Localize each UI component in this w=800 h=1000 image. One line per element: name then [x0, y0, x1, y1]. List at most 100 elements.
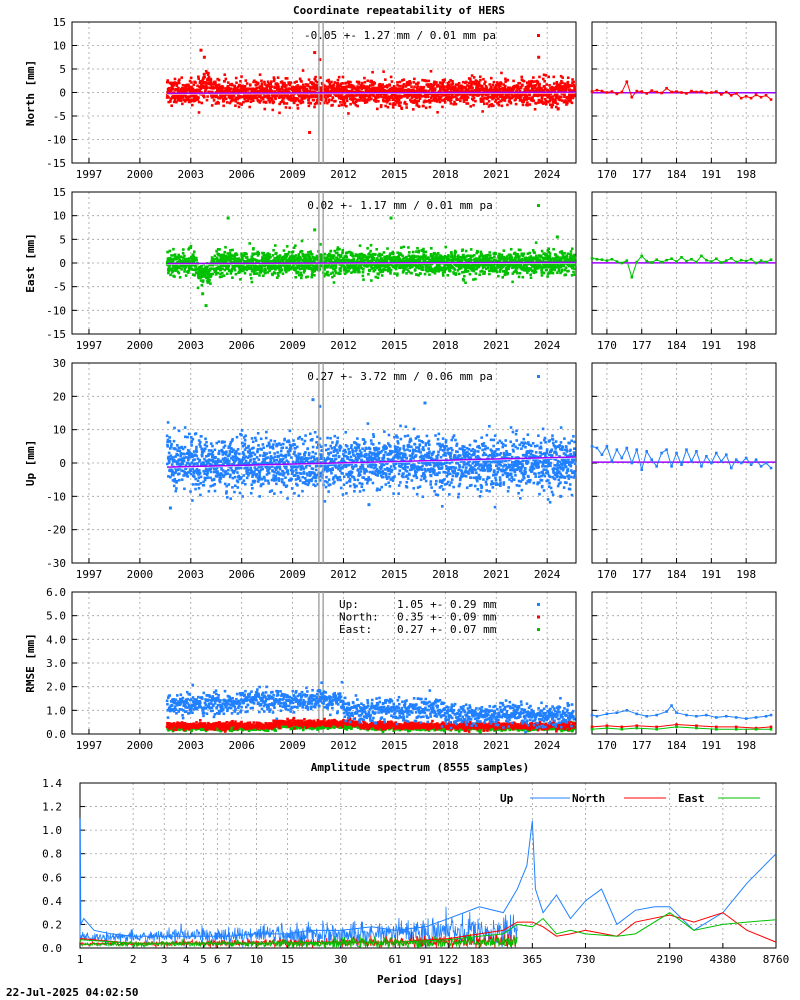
north-point — [467, 81, 471, 85]
east-point — [273, 261, 276, 264]
north-point — [260, 79, 263, 83]
east-point — [358, 256, 362, 260]
north-point — [325, 79, 329, 83]
north-point — [384, 94, 388, 97]
east-point — [233, 260, 236, 263]
north-point — [486, 95, 490, 98]
north-point — [300, 98, 304, 102]
north-point — [532, 76, 535, 79]
north-point — [258, 73, 262, 76]
north-point — [471, 89, 474, 92]
north-point — [357, 82, 360, 85]
north-point — [555, 93, 559, 97]
north-point — [166, 79, 170, 82]
north-point — [562, 88, 565, 92]
east-point — [293, 266, 297, 269]
east-point — [368, 260, 372, 264]
east-point — [413, 268, 417, 271]
north-point — [352, 85, 356, 89]
north-point — [206, 95, 209, 98]
east-point — [201, 279, 205, 282]
east-point — [393, 272, 396, 275]
north-point — [383, 88, 386, 92]
east-point — [215, 256, 219, 260]
north-point — [251, 95, 255, 99]
north-point — [405, 106, 408, 109]
north-point — [263, 107, 267, 111]
east-point — [342, 260, 346, 264]
north-point — [393, 96, 396, 99]
north-point — [508, 86, 512, 90]
east-point — [309, 250, 312, 253]
east-point — [176, 265, 179, 268]
north-point — [481, 110, 484, 113]
east-point — [335, 251, 339, 255]
east-point — [174, 255, 177, 259]
north-point — [188, 95, 192, 98]
east-point — [333, 274, 336, 277]
north-point — [249, 83, 252, 86]
east-point — [347, 269, 350, 273]
north-recent-point-15 — [665, 86, 668, 90]
north-xtick-label-7: 2018 — [432, 168, 459, 181]
north-point — [559, 89, 563, 93]
north-point — [245, 82, 249, 85]
north-point — [492, 80, 496, 84]
north-point — [209, 81, 213, 84]
east-point — [446, 273, 450, 277]
east-point — [374, 259, 378, 263]
north-point — [497, 100, 501, 104]
north-point — [215, 93, 218, 97]
north-recent-line — [591, 80, 772, 100]
east-point — [226, 259, 229, 262]
north-point — [255, 86, 259, 90]
north-point — [566, 101, 569, 105]
east-point — [250, 255, 254, 258]
north-point — [344, 94, 348, 98]
north-point — [305, 88, 309, 91]
east-point — [240, 252, 243, 256]
east-point — [180, 267, 183, 271]
north-point — [340, 97, 343, 101]
east-point — [307, 253, 311, 257]
north-point — [327, 100, 331, 103]
north-point — [423, 99, 427, 103]
north-point — [425, 79, 428, 83]
east-point — [353, 266, 357, 270]
east-point — [388, 254, 392, 257]
east-point — [251, 257, 255, 261]
north-point — [345, 88, 348, 92]
north-frame — [71, 21, 577, 164]
north-point — [412, 101, 416, 104]
east-point — [225, 272, 229, 276]
north-ytick-label-2: 5 — [59, 63, 66, 76]
north-point — [245, 95, 248, 99]
north-point — [424, 89, 428, 93]
east-point — [254, 272, 257, 275]
north-point — [528, 84, 532, 88]
north-point — [216, 87, 220, 90]
north-point — [396, 81, 399, 84]
east-point — [249, 273, 252, 276]
east-point — [250, 269, 254, 273]
east-point — [489, 254, 492, 257]
north-ytick-label-5: -10 — [46, 134, 66, 147]
north-point — [466, 96, 470, 99]
north-point — [234, 76, 238, 80]
north-point — [264, 101, 268, 104]
east-point — [367, 272, 370, 276]
east-point — [381, 270, 384, 273]
north-point — [446, 89, 449, 93]
north-ytick-label-3: 0 — [59, 87, 66, 100]
east-point — [331, 263, 334, 266]
east-point — [304, 275, 308, 279]
north-point — [292, 86, 296, 89]
east-point — [261, 255, 264, 259]
east-point — [294, 275, 297, 279]
north-recent-point-10 — [640, 90, 644, 93]
east-point — [469, 248, 473, 251]
north-recent-point-24 — [710, 91, 713, 94]
north-point — [192, 89, 196, 92]
east-point — [262, 252, 266, 255]
east-point — [372, 256, 376, 260]
